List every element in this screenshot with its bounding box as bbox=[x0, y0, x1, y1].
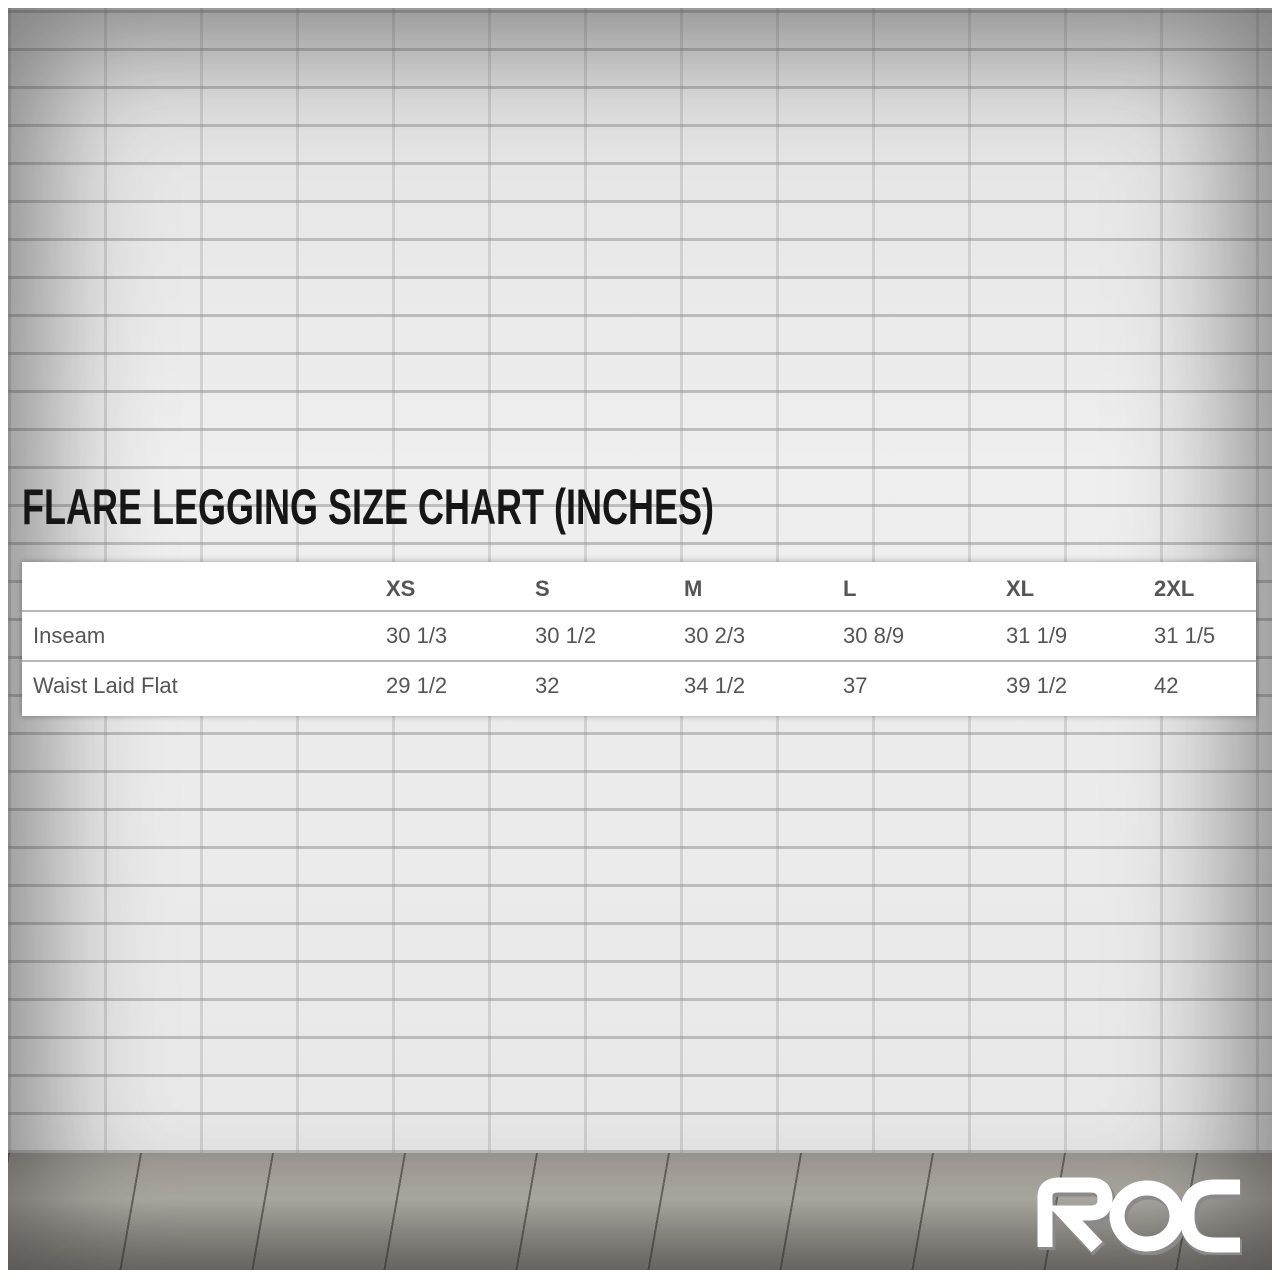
table-cell: 30 8/9 bbox=[843, 623, 905, 648]
column-header: M bbox=[684, 576, 703, 601]
table-row: Waist Laid Flat 29 1/2 32 34 1/2 37 39 1… bbox=[22, 662, 1256, 710]
size-table: XS S M L XL 2XL Inseam 30 1/3 30 1/2 30 … bbox=[22, 562, 1256, 716]
table-cell: 34 1/2 bbox=[684, 673, 746, 698]
column-header: 2XL bbox=[1154, 576, 1195, 601]
table-cell: 29 1/2 bbox=[386, 673, 448, 698]
table-cell: 37 bbox=[843, 673, 868, 698]
table-header-row: XS S M L XL 2XL bbox=[22, 568, 1256, 612]
table-cell: 42 bbox=[1154, 673, 1179, 698]
table-cell: 30 1/2 bbox=[535, 623, 597, 648]
column-header: L bbox=[843, 576, 857, 601]
row-label: Waist Laid Flat bbox=[33, 673, 178, 698]
table-row: Inseam 30 1/3 30 1/2 30 2/3 30 8/9 31 1/… bbox=[22, 612, 1256, 662]
row-label: Inseam bbox=[33, 623, 106, 648]
column-header: XS bbox=[386, 576, 416, 601]
table-cell: 30 2/3 bbox=[684, 623, 746, 648]
column-header: S bbox=[535, 576, 550, 601]
table-cell: 32 bbox=[535, 673, 560, 698]
table-cell: 39 1/2 bbox=[1006, 673, 1068, 698]
column-header: XL bbox=[1006, 576, 1035, 601]
page-title: Flare Legging Size Chart (Inches) bbox=[22, 479, 714, 535]
roc-logo bbox=[1037, 1177, 1242, 1255]
table-cell: 31 1/9 bbox=[1006, 623, 1068, 648]
table-cell: 30 1/3 bbox=[386, 623, 448, 648]
table-cell: 31 1/5 bbox=[1154, 623, 1216, 648]
